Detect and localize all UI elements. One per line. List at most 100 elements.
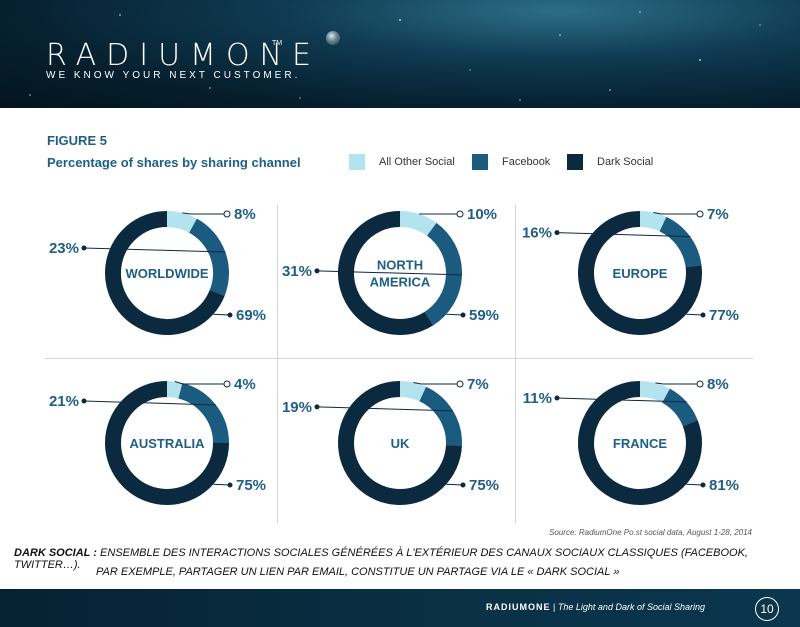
percent-label: 75% (236, 477, 266, 494)
definition-line-1: ENSEMBLE DES INTERACTIONS SOCIALES GÉNÉR… (14, 547, 748, 571)
percent-label: 7% (707, 206, 729, 223)
region-label: AMERICA (370, 275, 431, 290)
leader-marker (227, 312, 233, 318)
donut-slice (105, 211, 225, 335)
legend-label: Dark Social (597, 156, 654, 168)
leader-marker (456, 380, 464, 388)
donut-slice (166, 211, 197, 233)
leader-marker (456, 210, 464, 218)
definition-note: DARK SOCIAL : ENSEMBLE DES INTERACTIONS … (14, 547, 800, 571)
footer-bar: RADIUMONE | The Light and Dark of Social… (0, 589, 800, 627)
region-label: NORTH (377, 258, 423, 273)
trademark-mark: TM (272, 40, 283, 47)
grid-divider (277, 205, 278, 523)
donut-slice (419, 386, 462, 446)
leader-line (213, 483, 231, 486)
donut-slice (639, 381, 670, 403)
leader-line (653, 212, 700, 215)
leader-marker (700, 482, 706, 488)
leader-line (446, 313, 464, 316)
leader-marker (460, 312, 466, 318)
header-banner: RADIUMONE TM WE KNOW YOUR NEXT CUSTOMER. (0, 0, 800, 108)
donut-slice (166, 381, 183, 399)
donut-slice (338, 211, 434, 335)
leader-line (556, 397, 687, 403)
donut-slice (659, 216, 702, 268)
percent-label: 81% (709, 477, 739, 494)
donut-slice (399, 211, 437, 237)
donut-slice (188, 218, 229, 296)
page-number: 10 (755, 597, 779, 621)
legend-item-facebook: Facebook (472, 154, 550, 170)
donut-slice (639, 211, 667, 232)
percent-label: 4% (234, 376, 256, 393)
percent-label: 75% (469, 477, 499, 494)
leader-line (83, 400, 217, 406)
percent-label: 21% (49, 393, 79, 410)
percent-label: 8% (234, 206, 256, 223)
donut-slice (661, 388, 698, 427)
legend-swatch (472, 154, 488, 170)
leader-line (413, 382, 460, 385)
percent-label: 69% (236, 307, 266, 324)
region-label: FRANCE (613, 436, 667, 451)
figure-title: Percentage of shares by sharing channel (47, 155, 301, 170)
legend-swatch (567, 154, 583, 170)
percent-label: 16% (522, 225, 552, 242)
percent-label: 23% (49, 240, 79, 257)
leader-marker (696, 380, 704, 388)
percent-label: 31% (282, 263, 312, 280)
donut-slice (399, 381, 427, 402)
donut-slice (578, 211, 702, 335)
brand-logo: RADIUMONE (46, 38, 321, 73)
leader-marker (314, 404, 320, 410)
brand-tagline: WE KNOW YOUR NEXT CUSTOMER. (46, 70, 301, 81)
leader-line (182, 212, 227, 215)
definition-term: DARK SOCIAL : (14, 547, 97, 559)
region-label: AUSTRALIA (129, 436, 205, 451)
region-label: UK (391, 436, 410, 451)
leader-line (446, 483, 464, 486)
figure-label: FIGURE 5 (47, 133, 107, 148)
donut-slice (178, 382, 229, 444)
percent-label: 19% (282, 399, 312, 416)
definition-line-2: PAR EXEMPLE, PARTAGER UN LIEN PAR EMAIL,… (96, 566, 620, 578)
leader-line (83, 247, 226, 253)
percent-label: 8% (707, 376, 729, 393)
leader-line (316, 270, 463, 276)
region-label: EUROPE (613, 266, 668, 281)
leader-line (316, 406, 454, 412)
grid-divider (515, 205, 516, 523)
leader-marker (696, 210, 704, 218)
legend-swatch (349, 154, 365, 170)
legend-label: Facebook (502, 156, 551, 168)
footer-brand: RADIUMONE (486, 602, 551, 612)
leader-marker (223, 380, 231, 388)
grid-divider (45, 358, 753, 359)
percent-label: 10% (467, 206, 497, 223)
source-note: Source: RadiumOne Po.st social data, Aug… (549, 528, 752, 537)
percent-label: 11% (523, 390, 552, 407)
leader-marker (81, 245, 87, 251)
leader-marker (314, 268, 320, 274)
leader-marker (554, 230, 560, 236)
donut-slice (578, 381, 702, 505)
leader-marker (227, 482, 233, 488)
percent-label: 59% (469, 307, 499, 324)
leader-line (686, 313, 704, 316)
percent-label: 7% (467, 376, 489, 393)
leader-line (556, 232, 691, 238)
starfield-background (29, 11, 761, 101)
legend-item-all-other-social: All Other Social (349, 154, 455, 170)
leader-marker (554, 395, 560, 401)
leader-marker (460, 482, 466, 488)
planet-image (326, 31, 340, 45)
leader-marker (81, 398, 87, 404)
leader-line (174, 381, 227, 385)
legend-item-dark-social: Dark Social (567, 154, 653, 170)
leader-line (213, 313, 231, 316)
region-label: WORLDWIDE (125, 266, 208, 281)
leader-line (655, 382, 700, 385)
leader-line (686, 483, 704, 486)
